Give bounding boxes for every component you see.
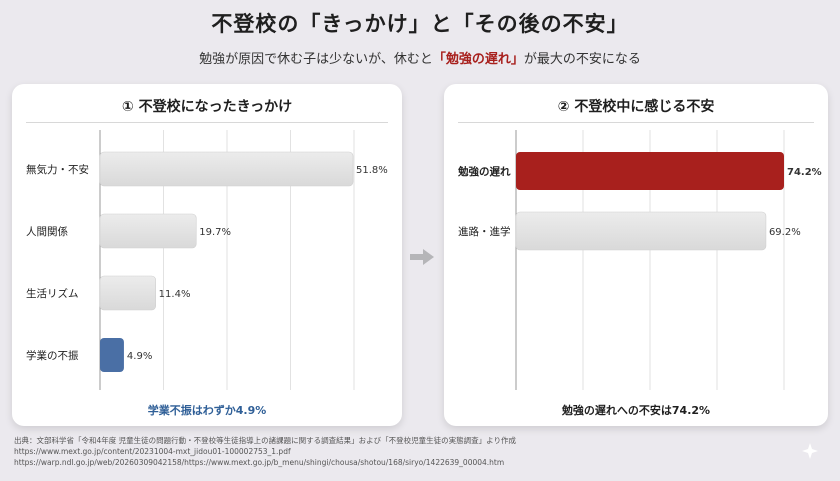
data-label: 4.9%: [127, 351, 152, 362]
chart-panel-anxieties: ② 不登校中に感じる不安 勉強の遅れ 74.2% 進路・進学 69.2% 勉強の遅れへ…: [444, 84, 828, 426]
category-label: 進路・進学: [458, 225, 511, 238]
category-label: 人間関係: [26, 226, 68, 238]
panel-divider: [458, 122, 814, 123]
data-label: 51.8%: [356, 165, 388, 176]
data-label: 19.7%: [199, 227, 231, 238]
source-url: https://warp.ndl.go.jp/web/2026030904215…: [14, 458, 505, 467]
chart-note-anxieties: 勉強の遅れへの不安は74.2%: [561, 404, 711, 417]
source-url: https://www.mext.go.jp/content/20231004-…: [14, 447, 291, 456]
arrow-right-icon: [410, 249, 434, 265]
source-citation: 出典：文部科学省「令和4年度 児童生徒の問題行動・不登校等生徒指導上の諸課題に関…: [14, 435, 794, 468]
bar-chart-anxieties: 勉強の遅れ 74.2% 進路・進学 69.2%: [457, 130, 822, 390]
data-label: 11.4%: [159, 289, 191, 300]
source-line: 出典：文部科学省「令和4年度 児童生徒の問題行動・不登校等生徒指導上の諸課題に関…: [14, 436, 517, 445]
panel-divider: [26, 122, 388, 123]
category-label: 学業の不振: [26, 349, 79, 362]
data-label: 74.2%: [787, 167, 822, 178]
chart-panel-triggers: ① 不登校になったきっかけ 無気力・不安 51.8% 人間関係 19.7% 生活リズム 1…: [12, 84, 402, 426]
subtitle-emphasis: 「勉強の遅れ」: [432, 52, 524, 67]
chart-title-triggers: ① 不登校になったきっかけ: [121, 99, 293, 115]
bar: [99, 275, 156, 311]
chart-note-triggers: 学業不振はわずか4.9%: [147, 404, 267, 417]
bar: [99, 151, 354, 187]
page-subtitle: 勉強が原因で休む子は少ないが、休むと「勉強の遅れ」が最大の不安になる: [0, 48, 840, 67]
data-label: 69.2%: [769, 227, 801, 238]
page-title: 不登校の「きっかけ」と「その後の不安」: [211, 12, 629, 36]
sparkle-icon: [802, 443, 818, 459]
bar-chart-triggers: 無気力・不安 51.8% 人間関係 19.7% 生活リズム 11.4% 学業の不振 4.9%: [26, 130, 388, 390]
category-label: 無気力・不安: [26, 163, 89, 176]
subtitle-pre: 勉強が原因で休む子は少ないが、休むと: [199, 52, 433, 67]
category-label: 勉強の遅れ: [457, 165, 511, 178]
chart-title-anxieties: ② 不登校中に感じる不安: [557, 99, 715, 115]
subtitle-post: が最大の不安になる: [523, 52, 641, 67]
category-label: 生活リズム: [26, 287, 79, 300]
bar: [515, 211, 767, 251]
bar: [99, 213, 197, 249]
bar: [100, 338, 124, 372]
bar: [516, 152, 784, 190]
